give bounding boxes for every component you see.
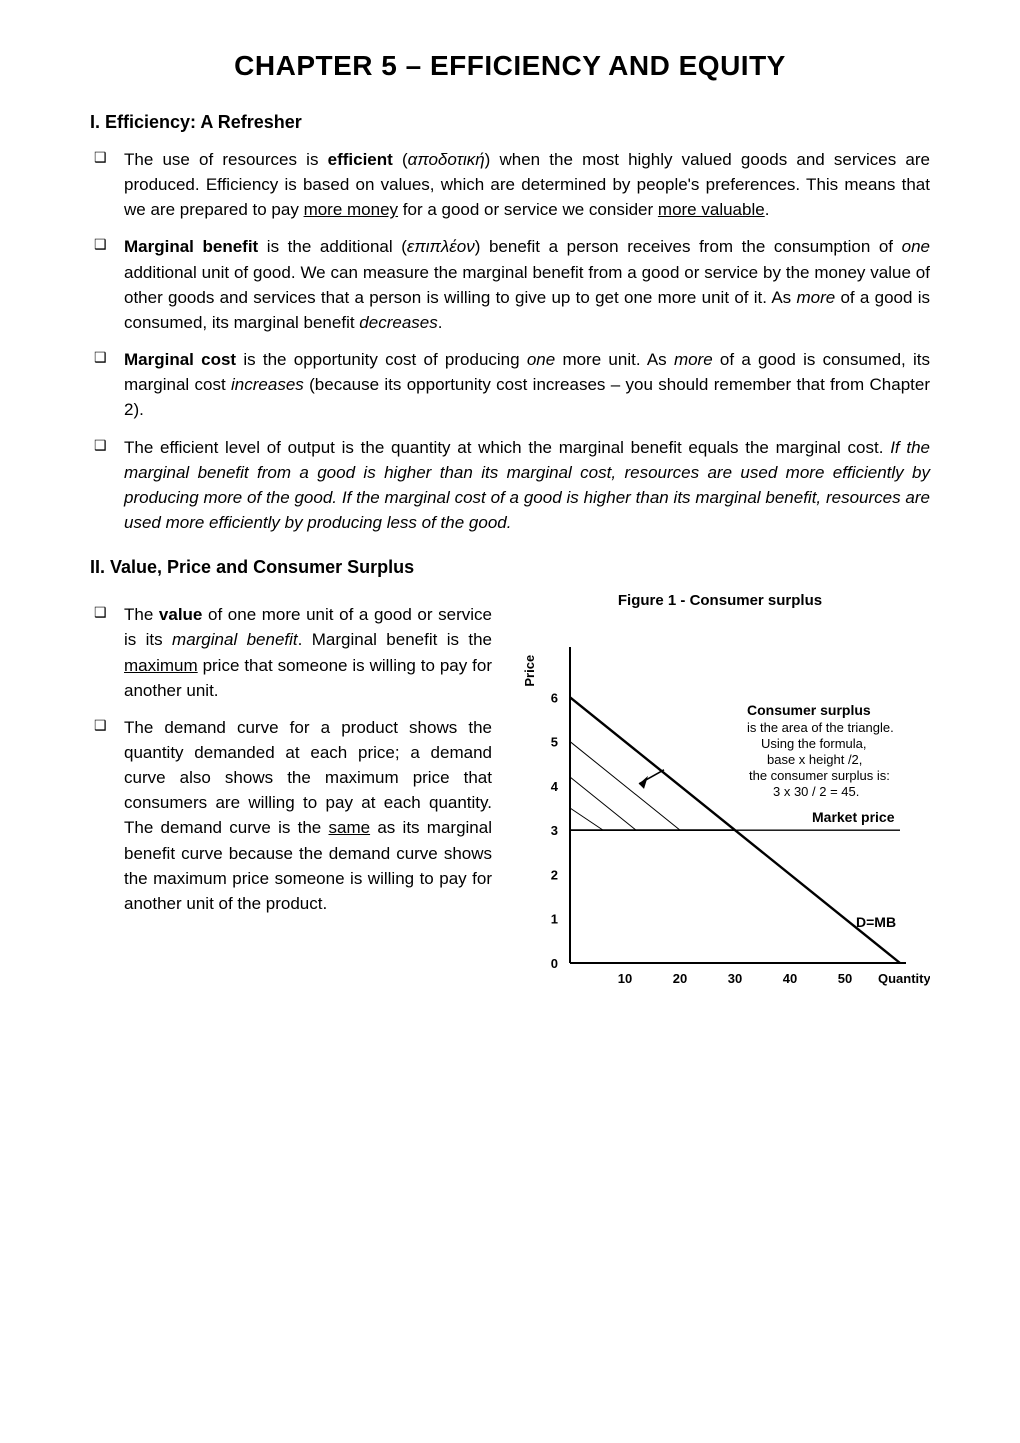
cs-note: is the area of the triangle. [747, 720, 894, 735]
section-2-bullet-2: The demand curve for a product shows the… [90, 715, 492, 916]
italic-one: one [902, 237, 930, 256]
section-1-bullet-2: Marginal benefit is the additional (επιπ… [90, 234, 930, 335]
text: is the opportunity cost of producing [236, 350, 527, 369]
term-marginal-benefit: Marginal benefit [124, 237, 258, 256]
term-value: value [159, 605, 202, 624]
section-1-bullet-3: Marginal cost is the opportunity cost of… [90, 347, 930, 422]
y-tick-label: 6 [551, 690, 558, 705]
cs-note: Using the formula, [761, 736, 867, 751]
section-2-text-col: The value of one more unit of a good or … [90, 592, 492, 928]
italic-more: more [674, 350, 713, 369]
text: . [765, 200, 770, 219]
greek-additional: επιπλέον [407, 237, 475, 256]
section-1-list: The use of resources is efficient (αποδο… [90, 147, 930, 535]
y-tick-label: 2 [551, 868, 558, 883]
italic-decreases: decreases [359, 313, 437, 332]
section-1-bullet-4: The efficient level of output is the qua… [90, 435, 930, 536]
text: The use of resources is [124, 150, 328, 169]
section-1-bullet-1: The use of resources is efficient (αποδο… [90, 147, 930, 222]
text: The efficient level of output is the qua… [124, 438, 890, 457]
figure-1-svg: 0 1 2 3 4 5 6 10 20 30 40 50 Price Quantity Consumer s… [510, 613, 930, 1013]
text: more unit. As [555, 350, 674, 369]
y-tick-label: 3 [551, 823, 558, 838]
italic-increases: increases [231, 375, 304, 394]
italic-marginal-benefit: marginal benefit [172, 630, 298, 649]
text: . Marginal benefit is the [298, 630, 492, 649]
section-2-list: The value of one more unit of a good or … [90, 602, 492, 916]
y-tick-label: 0 [551, 956, 558, 971]
section-1-heading: I. Efficiency: A Refresher [90, 112, 930, 133]
text: The [124, 605, 159, 624]
y-tick-label: 4 [551, 779, 559, 794]
y-axis-label: Price [522, 655, 537, 687]
cs-label: Consumer surplus [747, 702, 871, 718]
x-axis-label: Quantity [878, 971, 930, 986]
text: ( [393, 150, 408, 169]
market-price-label: Market price [812, 809, 895, 825]
figure-1: Figure 1 - Consumer surplus 0 1 2 3 4 5 6 10 20 3… [510, 592, 930, 1018]
y-tick-label: 1 [551, 912, 558, 927]
x-tick-label: 10 [618, 971, 632, 986]
section-2-row: The value of one more unit of a good or … [90, 592, 930, 1018]
italic-one: one [527, 350, 555, 369]
text: for a good or service we consider [398, 200, 658, 219]
text: is the additional ( [258, 237, 407, 256]
x-tick-label: 20 [673, 971, 687, 986]
y-tick-label: 5 [551, 735, 558, 750]
text: . [438, 313, 443, 332]
section-2-heading: II. Value, Price and Consumer Surplus [90, 557, 930, 578]
text: ) benefit a person receives from the con… [475, 237, 902, 256]
underline-maximum: maximum [124, 656, 198, 675]
section-2-bullet-1: The value of one more unit of a good or … [90, 602, 492, 703]
italic-more: more [796, 288, 835, 307]
cs-note: the consumer surplus is: [749, 768, 890, 783]
x-tick-label: 40 [783, 971, 797, 986]
x-tick-label: 50 [838, 971, 852, 986]
more-valuable: more valuable [658, 200, 765, 219]
term-marginal-cost: Marginal cost [124, 350, 236, 369]
greek-efficient: αποδοτική [408, 150, 485, 169]
dmb-label: D=MB [856, 914, 896, 930]
page: CHAPTER 5 – EFFICIENCY AND EQUITY I. Eff… [0, 0, 1020, 1443]
cs-note: base x height /2, [767, 752, 862, 767]
chapter-title: CHAPTER 5 – EFFICIENCY AND EQUITY [90, 50, 930, 82]
x-tick-label: 30 [728, 971, 742, 986]
figure-title: Figure 1 - Consumer surplus [510, 592, 930, 609]
term-efficient: efficient [328, 150, 393, 169]
more-money: more money [304, 200, 398, 219]
cs-note: 3 x 30 / 2 = 45. [773, 784, 859, 799]
underline-same: same [329, 818, 371, 837]
